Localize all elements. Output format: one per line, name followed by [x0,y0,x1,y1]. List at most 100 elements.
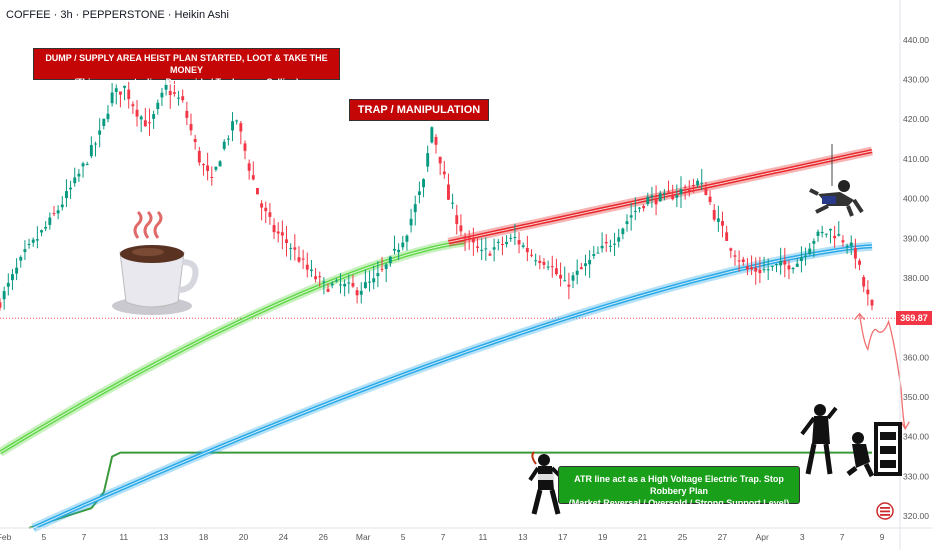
candle-body [849,242,853,247]
candle-body [567,284,571,287]
candle-body [405,235,409,242]
candle-body [106,113,110,120]
candle-body [766,269,770,271]
candle-body [235,120,239,122]
time-tick-label: 3 [800,532,805,542]
time-tick-label: Feb [0,532,12,542]
candle-body [534,260,538,262]
time-tick-label: 7 [441,532,446,542]
trap-annotation: TRAP / MANIPULATION [349,99,489,121]
candle-body [525,247,529,253]
candle-body [621,228,625,235]
candle-body [546,266,550,268]
candle-body [247,163,251,171]
thief-with-vault-icon [846,422,902,478]
time-tick-label: 19 [598,532,608,542]
candle-body [15,267,19,274]
candle-body [679,189,683,195]
candle-body [177,97,181,99]
candle-body [600,245,604,249]
candle-body [625,221,629,225]
candle-body [833,235,837,239]
atr-annotation: ATR line act as a High Voltage Electric … [558,466,800,508]
lower-band-highlight [32,245,873,529]
candle-body [301,258,305,260]
price-tick-label: 360.00 [903,352,929,362]
candle-body [675,195,679,198]
candle-body [351,283,355,287]
candle-body [804,255,808,257]
candle-body [700,182,704,184]
time-tick-label: 20 [239,532,249,542]
time-tick-label: 13 [159,532,169,542]
candle-body [218,161,222,167]
candle-body [118,91,122,95]
candle-body [19,257,23,261]
time-axis: Feb 5 7 11 13 18 20 24 26 Mar 5 7 11 13 17 19 21 25 27 Apr 3… [0,527,932,542]
flag-icon[interactable] [876,502,894,520]
candle-body [554,268,558,275]
candle-body [579,267,583,270]
time-tick-label: 27 [718,532,728,542]
candle-body [754,267,758,272]
candle-body [81,163,85,167]
candle-body [451,202,455,204]
candle-body [380,268,384,270]
candle-body [164,84,168,90]
time-tick-label: 7 [840,532,845,542]
candle-body [417,191,421,196]
candle-body [691,185,695,187]
candle-body [650,195,654,198]
candle-body [575,270,579,275]
candle-body [721,221,724,226]
time-tick-label: 5 [401,532,406,542]
candle-body [608,245,612,247]
candle-body [430,127,434,143]
candle-body [384,264,388,269]
candle-body [326,288,330,292]
trap-annotation-text: TRAP / MANIPULATION [357,104,481,116]
candle-body [243,143,247,151]
candle-body [642,205,646,209]
candle-body [592,254,596,256]
candle-body [712,210,716,220]
time-tick-label: 11 [478,532,487,542]
dump-annotation-line1: DUMP / SUPPLY AREA HEIST PLAN STARTED, L… [45,53,328,75]
candle-body [60,204,64,208]
candle-body [646,196,650,205]
candle-body [824,233,828,235]
candle-body [862,277,866,287]
atr-annotation-line2: (Market Reversal / Oversold / Strong Sup… [568,498,790,508]
candle-body [152,114,156,119]
candle-body [521,245,525,247]
candle-body [517,240,521,245]
candle-body [31,239,35,243]
candle-body [559,274,563,279]
candle-body [397,249,401,253]
time-tick-label: 5 [42,532,47,542]
candle-body [795,263,799,267]
candle-body [783,260,787,265]
candle-body [725,232,729,241]
candle-body [339,284,342,286]
time-tick-label: 21 [638,532,648,542]
thief-standing-icon [800,404,838,475]
candle-body [662,192,666,194]
candle-body [530,254,533,256]
candle-body [318,276,322,278]
candle-body [438,156,442,164]
candle-body [750,267,754,270]
candle-body [422,179,425,188]
coffee-cup-icon [112,210,199,315]
candle-body [131,104,135,107]
symbol-title[interactable]: COFFEE · 3h · PEPPERSTONE · Heikin Ashi [6,9,229,21]
candle-body [434,136,438,145]
candle-body [156,102,160,110]
candle-body [604,241,608,244]
price-tick-label: 400.00 [903,194,929,204]
candle-body [272,225,276,233]
time-tick-label: 7 [81,532,86,542]
candle-body [853,248,857,259]
candle-body [48,217,52,225]
